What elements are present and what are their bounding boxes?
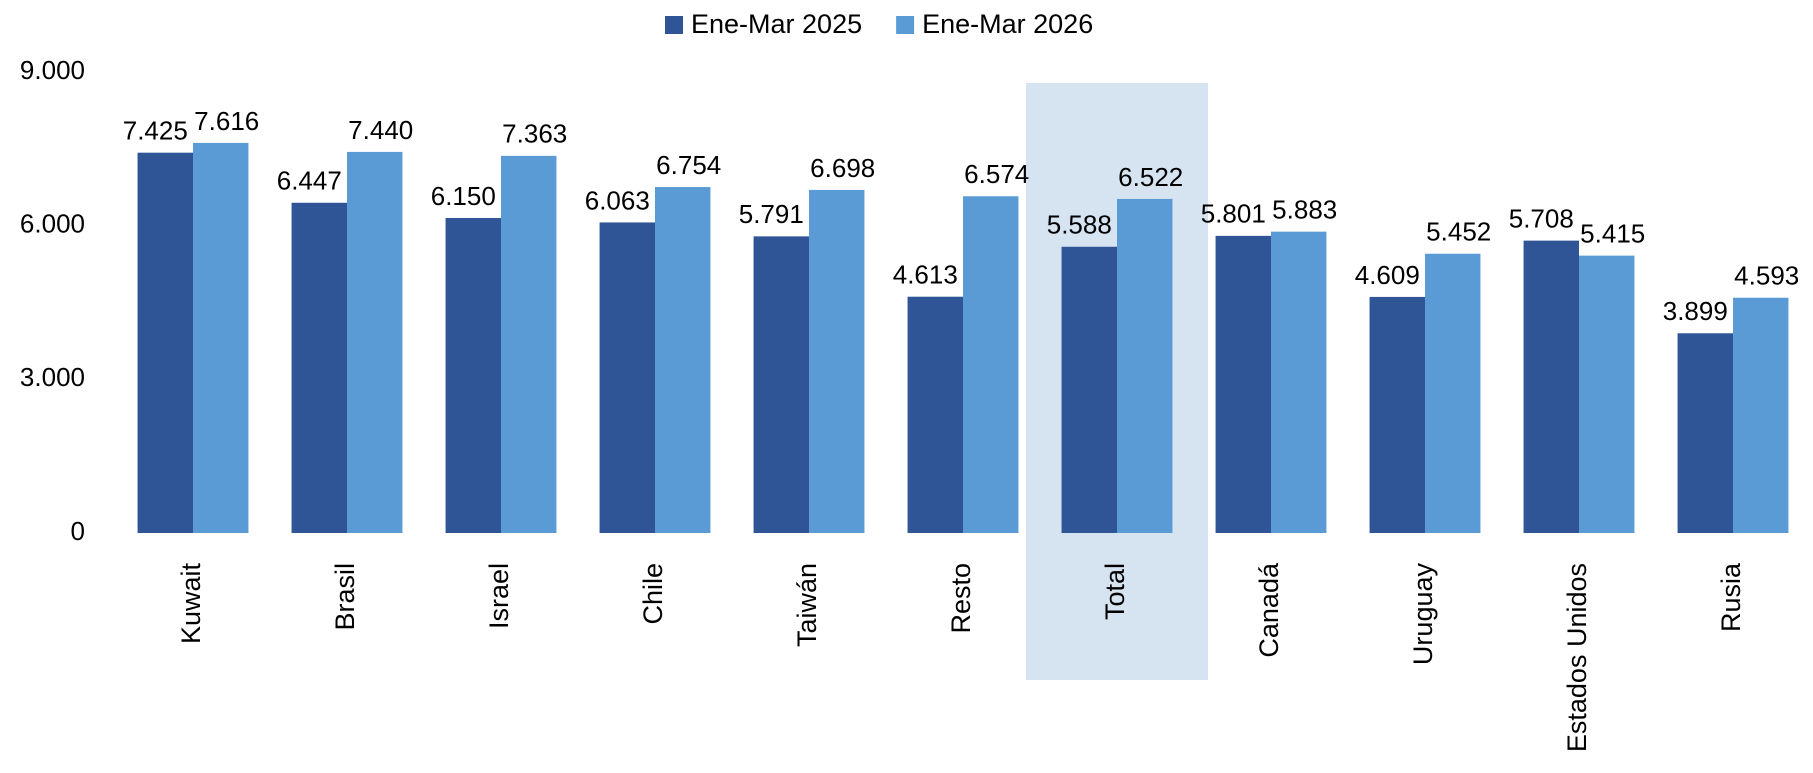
bar xyxy=(907,296,963,533)
bar xyxy=(753,236,809,533)
x-tick-label: Chile xyxy=(638,563,668,625)
x-tick-label: Taiwán xyxy=(792,563,822,647)
bar xyxy=(809,189,865,533)
bar xyxy=(291,202,347,534)
bar xyxy=(1215,235,1271,533)
bar xyxy=(501,155,557,534)
value-label: 4.613 xyxy=(893,260,958,290)
value-label: 6.150 xyxy=(431,181,496,211)
x-tick-label: Resto xyxy=(946,563,976,634)
value-label: 6.522 xyxy=(1118,162,1183,192)
value-label: 6.574 xyxy=(964,159,1029,189)
x-tick-label: Canadá xyxy=(1254,562,1284,658)
x-tick-label: Uruguay xyxy=(1408,563,1438,666)
bar xyxy=(599,222,655,533)
value-label: 5.791 xyxy=(739,199,804,229)
x-tick-label: Total xyxy=(1100,563,1130,620)
bar xyxy=(1117,198,1173,534)
bar xyxy=(1677,333,1733,533)
bar xyxy=(1271,231,1327,533)
bar xyxy=(1425,253,1481,533)
legend-swatch xyxy=(896,16,915,34)
value-label: 5.883 xyxy=(1272,195,1337,225)
bar xyxy=(137,152,193,534)
value-label: 6.447 xyxy=(277,166,342,196)
value-label: 6.754 xyxy=(656,150,721,180)
value-label: 4.593 xyxy=(1734,261,1799,291)
bar xyxy=(445,217,501,533)
value-label: 7.425 xyxy=(123,116,188,146)
bar xyxy=(193,142,249,534)
value-label: 3.899 xyxy=(1663,296,1728,326)
value-label: 7.363 xyxy=(502,119,567,149)
bar xyxy=(1369,296,1425,533)
legend-label: Ene-Mar 2026 xyxy=(922,9,1093,39)
bar xyxy=(1733,297,1789,533)
value-label: 7.616 xyxy=(194,106,259,136)
value-label: 4.609 xyxy=(1355,260,1420,290)
value-label: 6.698 xyxy=(810,153,875,183)
value-label: 5.415 xyxy=(1580,219,1645,249)
x-tick-label: Kuwait xyxy=(176,563,206,645)
y-tick-label: 3.000 xyxy=(20,362,85,392)
x-tick-label: Brasil xyxy=(330,563,360,631)
y-tick-label: 0 xyxy=(71,516,85,546)
bar xyxy=(963,196,1019,533)
bar xyxy=(347,151,403,533)
bar xyxy=(655,187,711,533)
bar xyxy=(1061,246,1117,534)
value-label: 5.588 xyxy=(1047,210,1112,240)
x-tick-label: Rusia xyxy=(1716,562,1746,632)
value-label: 5.801 xyxy=(1201,199,1266,229)
y-tick-label: 9.000 xyxy=(20,55,85,85)
legend-swatch xyxy=(665,16,683,34)
legend-label: Ene-Mar 2025 xyxy=(691,9,862,39)
value-label: 7.440 xyxy=(348,115,413,145)
bar xyxy=(1579,255,1635,534)
x-tick-label: Israel xyxy=(484,563,514,629)
value-label: 5.452 xyxy=(1426,217,1491,247)
y-tick-label: 6.000 xyxy=(20,209,85,239)
value-label: 6.063 xyxy=(585,185,650,215)
x-tick-label: Estados Unidos xyxy=(1562,563,1592,752)
legend: Ene-Mar 2025 Ene-Mar 2026 xyxy=(665,9,1093,39)
value-label: 5.708 xyxy=(1509,203,1574,233)
bar xyxy=(1523,240,1579,534)
